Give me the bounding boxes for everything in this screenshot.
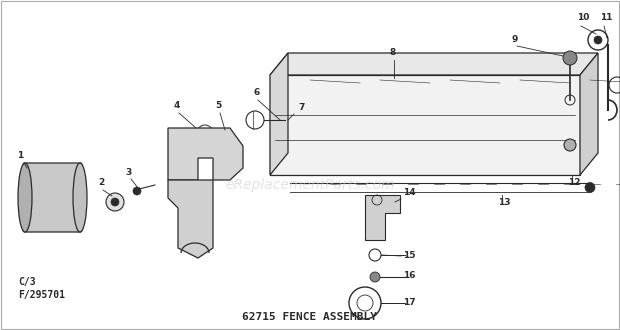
Ellipse shape <box>73 163 87 232</box>
Text: 6: 6 <box>253 88 259 97</box>
Circle shape <box>564 139 576 151</box>
Text: C/3: C/3 <box>18 277 35 287</box>
Text: 62715 FENCE ASSEMBLY: 62715 FENCE ASSEMBLY <box>242 312 378 322</box>
FancyBboxPatch shape <box>23 163 82 232</box>
Text: 15: 15 <box>403 251 415 260</box>
Text: 4: 4 <box>174 101 180 110</box>
Text: 16: 16 <box>403 271 415 280</box>
Circle shape <box>563 51 577 65</box>
Text: 3: 3 <box>125 168 131 177</box>
Ellipse shape <box>18 163 32 232</box>
Circle shape <box>594 36 602 44</box>
Circle shape <box>106 193 124 211</box>
Text: 17: 17 <box>403 298 415 307</box>
Polygon shape <box>270 75 580 175</box>
Polygon shape <box>168 180 213 258</box>
Text: 11: 11 <box>600 13 613 22</box>
Text: 8: 8 <box>390 48 396 57</box>
Polygon shape <box>580 53 598 175</box>
Text: 9: 9 <box>512 35 518 44</box>
Polygon shape <box>270 53 288 175</box>
Circle shape <box>585 182 595 192</box>
Text: 2: 2 <box>98 178 104 187</box>
Circle shape <box>370 272 380 282</box>
Polygon shape <box>270 53 598 75</box>
Text: 7: 7 <box>298 103 304 112</box>
Text: 5: 5 <box>215 101 221 110</box>
Polygon shape <box>365 195 400 240</box>
Circle shape <box>111 198 119 206</box>
Text: 10: 10 <box>577 13 590 22</box>
Circle shape <box>133 187 141 195</box>
Text: eReplacementParts.com: eReplacementParts.com <box>225 178 395 192</box>
Text: F/295701: F/295701 <box>18 290 65 300</box>
Polygon shape <box>168 128 243 180</box>
Text: 12: 12 <box>568 178 580 187</box>
Text: 13: 13 <box>498 198 510 207</box>
Text: 14: 14 <box>403 188 415 197</box>
Text: 1: 1 <box>17 151 24 160</box>
